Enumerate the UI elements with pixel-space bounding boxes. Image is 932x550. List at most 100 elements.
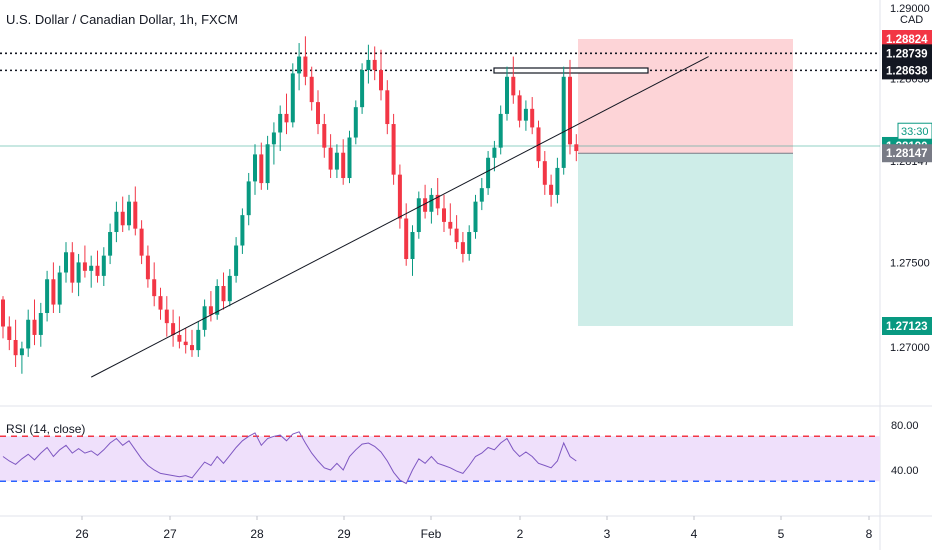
candle-body bbox=[259, 154, 264, 184]
candle-body bbox=[341, 152, 346, 179]
candle-body bbox=[460, 242, 465, 254]
time-label-5: 2 bbox=[517, 527, 524, 541]
candle-body bbox=[152, 279, 157, 297]
candle-body bbox=[234, 245, 239, 276]
take-profit-zone[interactable] bbox=[578, 153, 793, 326]
candle-body bbox=[492, 147, 497, 158]
candle-body bbox=[404, 218, 409, 260]
candle-body bbox=[498, 113, 503, 148]
candle-body bbox=[416, 198, 421, 233]
candle-body bbox=[391, 124, 396, 175]
candle-body bbox=[328, 147, 333, 170]
candle-body bbox=[101, 255, 106, 276]
rsi-band bbox=[0, 436, 880, 482]
candle-body bbox=[183, 341, 188, 346]
candle-body bbox=[45, 279, 50, 314]
candle-body bbox=[530, 108, 535, 128]
candle-body bbox=[271, 132, 276, 145]
candle-body bbox=[454, 228, 459, 243]
candle-body bbox=[227, 275, 232, 302]
price-tick-label-0: 1.27500 bbox=[890, 257, 930, 269]
rsi-title: RSI (14, close) bbox=[6, 422, 85, 436]
candle-body bbox=[171, 323, 176, 335]
price-tick-label-1: 1.27000 bbox=[890, 342, 930, 354]
candle-body bbox=[196, 329, 201, 351]
candle-body bbox=[265, 144, 270, 184]
candle-body bbox=[410, 232, 415, 260]
rsi-tick-label-1: 40.00 bbox=[891, 465, 919, 477]
candle-body bbox=[347, 137, 352, 179]
candle-body bbox=[360, 70, 365, 108]
candle-body bbox=[64, 252, 68, 273]
candle-body bbox=[574, 144, 579, 152]
candle-body bbox=[114, 211, 119, 233]
candle-body bbox=[120, 211, 125, 226]
candle-body bbox=[177, 334, 182, 342]
candle-body bbox=[139, 228, 144, 256]
candle-body bbox=[467, 232, 472, 254]
candle-body bbox=[82, 262, 87, 271]
candle-body bbox=[38, 313, 43, 335]
price-badge-label-2: 1.28638 bbox=[886, 65, 928, 77]
candle-body bbox=[322, 124, 327, 148]
trendline[interactable] bbox=[90, 56, 709, 378]
candle-body bbox=[290, 73, 295, 123]
time-label-8: 5 bbox=[778, 527, 785, 541]
candle-body bbox=[523, 108, 528, 121]
time-label-6: 3 bbox=[604, 527, 611, 541]
candle-body bbox=[542, 161, 547, 185]
price-badge-1 bbox=[882, 44, 932, 63]
candle-body bbox=[366, 59, 371, 71]
candle-body bbox=[284, 113, 289, 123]
candle-body bbox=[108, 232, 113, 256]
candle-body bbox=[127, 201, 131, 226]
chart-title: U.S. Dollar / Canadian Dollar, 1h, FXCM bbox=[6, 12, 238, 27]
price-badge-5 bbox=[882, 317, 932, 335]
candle-body bbox=[246, 181, 251, 216]
price-badge-2 bbox=[882, 61, 932, 80]
candle-body bbox=[561, 76, 566, 168]
candle-body bbox=[89, 265, 94, 271]
time-label-7: 4 bbox=[691, 527, 698, 541]
candle-body bbox=[303, 56, 308, 77]
price-badge-4 bbox=[882, 144, 932, 163]
price-badge-label-4: 1.28147 bbox=[886, 148, 928, 160]
currency-label: CAD bbox=[900, 14, 923, 26]
candle-body bbox=[215, 286, 220, 315]
candle-body bbox=[70, 252, 75, 283]
candle-body bbox=[221, 286, 226, 302]
candle-body bbox=[19, 348, 24, 356]
candle-body bbox=[555, 167, 560, 195]
time-label-9: 8 bbox=[866, 527, 873, 541]
candle-body bbox=[76, 262, 81, 283]
candle-body bbox=[133, 201, 138, 229]
price-badge-label-1: 1.28739 bbox=[886, 48, 928, 60]
candle-body bbox=[479, 188, 484, 202]
candle-body bbox=[517, 95, 522, 121]
rsi-tick-label-0: 80.00 bbox=[891, 420, 919, 432]
candle-body bbox=[7, 326, 12, 341]
candle-body bbox=[549, 184, 554, 195]
time-label-2: 28 bbox=[250, 527, 264, 541]
candle-body bbox=[253, 154, 257, 182]
candle-body bbox=[385, 90, 390, 125]
time-label-0: 26 bbox=[75, 527, 89, 541]
countdown-label: 33:30 bbox=[901, 126, 929, 138]
candle-body bbox=[26, 319, 31, 349]
candle-body bbox=[13, 340, 18, 356]
stop-loss-zone[interactable] bbox=[578, 39, 793, 154]
candle-body bbox=[423, 198, 428, 212]
resistance-rectangle[interactable] bbox=[493, 67, 649, 74]
candle-body bbox=[353, 107, 358, 138]
candle-body bbox=[278, 113, 283, 133]
candle-body bbox=[435, 194, 440, 209]
price-badge-label-5: 1.27123 bbox=[886, 321, 928, 333]
candle-body bbox=[32, 319, 37, 335]
candle-body bbox=[379, 70, 383, 91]
candle-body bbox=[190, 345, 194, 351]
candle-body bbox=[442, 208, 446, 222]
candle-body bbox=[51, 279, 56, 305]
countdown-badge bbox=[897, 122, 932, 140]
candle-body bbox=[1, 299, 5, 327]
